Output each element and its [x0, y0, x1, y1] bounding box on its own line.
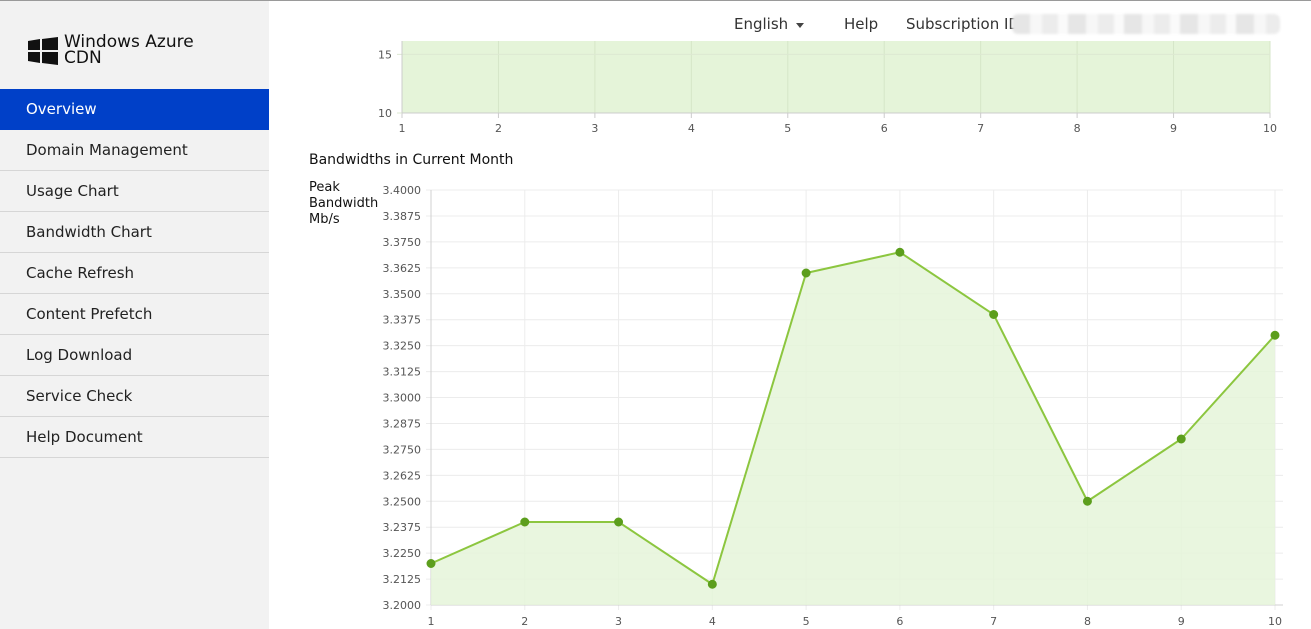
bandwidth-data-point [895, 247, 905, 257]
subscription-id-redacted [1012, 14, 1280, 34]
bandwidth-area-fill [431, 252, 1275, 605]
bandwidth-x-tick-label: 6 [896, 615, 903, 628]
bandwidth-series-line [430, 251, 1276, 586]
bandwidth-data-point [1082, 496, 1092, 506]
bandwidth-y-tick-label: 3.2250 [383, 547, 422, 560]
bandwidth-x-tick-label: 2 [521, 615, 528, 628]
bandwidth-x-tick-label: 10 [1268, 615, 1282, 628]
sidebar-item-bandwidth-chart[interactable]: Bandwidth Chart [0, 212, 269, 253]
top-chart-x-tick-label: 8 [1074, 122, 1081, 135]
top-chart-x-tick-label: 9 [1170, 122, 1177, 135]
subscription-id-label: Subscription ID: [906, 15, 1025, 33]
bandwidth-y-tick-label: 3.2500 [383, 495, 422, 508]
top-chart-area-fill [402, 41, 1270, 113]
ylabel-line-2: Bandwidth [309, 196, 379, 211]
bandwidth-y-tick-label: 3.2125 [383, 573, 422, 586]
sidebar-item-domain-management[interactable]: Domain Management [0, 130, 269, 171]
bandwidth-data-point [801, 268, 811, 278]
bandwidth-data-point [1176, 434, 1186, 444]
bandwidth-x-tick-label: 5 [803, 615, 810, 628]
bandwidth-data-point [707, 579, 717, 589]
bandwidth-chart-title: Bandwidths in Current Month [309, 152, 514, 168]
top-chart-x-tick-label: 3 [591, 122, 598, 135]
bandwidth-data-point [614, 517, 624, 527]
bandwidth-data-point [1270, 330, 1280, 340]
sidebar-item-help-document[interactable]: Help Document [0, 417, 269, 458]
bandwidth-x-tick-label: 1 [428, 615, 435, 628]
bandwidth-y-tick-label: 3.2375 [383, 521, 422, 534]
bandwidth-y-tick-label: 3.2875 [383, 417, 422, 430]
sidebar-item-service-check[interactable]: Service Check [0, 376, 269, 417]
bandwidth-data-point [426, 559, 436, 568]
top-chart-x-tick-label: 2 [495, 122, 502, 135]
top-border [0, 0, 1311, 1]
help-link[interactable]: Help [844, 15, 879, 33]
app-name-line1: Windows Azure [64, 32, 194, 52]
sidebar: Windows Azure CDN Overview Domain Manage… [0, 1, 269, 629]
top-chart-y-tick-label: 10 [378, 107, 392, 120]
bandwidth-y-tick-label: 3.3375 [383, 314, 422, 327]
bandwidth-y-tick-label: 3.3500 [383, 288, 422, 301]
bandwidth-x-tick-label: 9 [1178, 615, 1185, 628]
top-chart-x-tick-label: 7 [977, 122, 984, 135]
bandwidth-x-tick-label: 4 [709, 615, 716, 628]
bandwidth-y-tick-label: 3.3250 [383, 340, 422, 353]
app-name-line2: CDN [64, 48, 102, 68]
bandwidth-x-tick-label: 8 [1084, 615, 1091, 628]
sidebar-nav: Overview Domain Management Usage Chart B… [0, 89, 269, 458]
bandwidth-y-tick-label: 3.3750 [383, 236, 422, 249]
bandwidth-y-tick-label: 3.3000 [383, 392, 422, 405]
top-chart-x-tick-label: 5 [784, 122, 791, 135]
bandwidth-y-tick-label: 3.2750 [383, 443, 422, 456]
windows-logo-icon [28, 37, 58, 65]
bandwidth-x-tick-label: 7 [990, 615, 997, 628]
top-chart-x-tick-label: 1 [399, 122, 406, 135]
bandwidth-y-tick-label: 3.3125 [383, 366, 422, 379]
sidebar-item-usage-chart[interactable]: Usage Chart [0, 171, 269, 212]
top-chart-x-tick-label: 4 [688, 122, 695, 135]
top-chart-x-tick-label: 6 [881, 122, 888, 135]
bandwidth-y-tick-label: 3.4000 [383, 184, 422, 197]
bandwidth-y-tick-label: 3.2000 [383, 599, 422, 612]
bandwidth-data-point [989, 310, 999, 319]
bandwidth-y-tick-label: 3.2625 [383, 469, 422, 482]
bandwidth-y-tick-label: 3.3625 [383, 262, 422, 275]
ylabel-line-1: Peak [309, 180, 340, 195]
top-chart-x-tick-label: 10 [1263, 122, 1277, 135]
bandwidth-data-point [520, 517, 530, 527]
sidebar-item-overview[interactable]: Overview [0, 89, 269, 130]
top-chart-y-tick-label: 15 [378, 48, 392, 61]
bandwidth-x-tick-label: 3 [615, 615, 622, 628]
chevron-down-icon[interactable] [796, 23, 804, 28]
sidebar-item-cache-refresh[interactable]: Cache Refresh [0, 253, 269, 294]
sidebar-item-content-prefetch[interactable]: Content Prefetch [0, 294, 269, 335]
sidebar-item-log-download[interactable]: Log Download [0, 335, 269, 376]
bandwidth-y-axis-label: Peak Bandwidth Mb/s [309, 180, 378, 228]
language-selector[interactable]: English [734, 15, 789, 33]
bandwidth-y-tick-label: 3.3875 [383, 210, 422, 223]
ylabel-line-3: Mb/s [309, 212, 340, 227]
app-name: Windows Azure CDN [64, 32, 194, 68]
